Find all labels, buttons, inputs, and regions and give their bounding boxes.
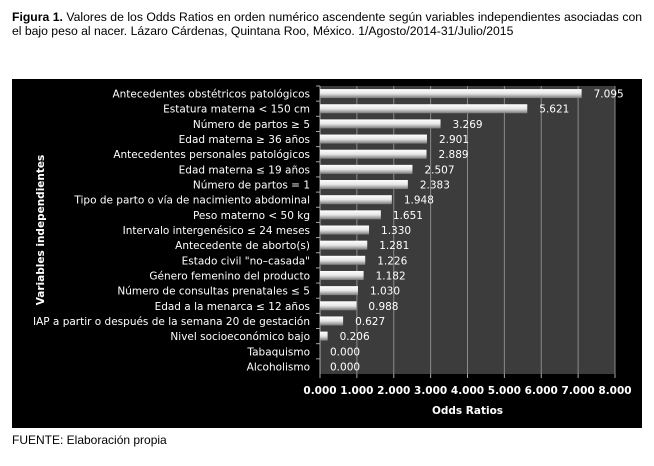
- data-label: 1.651: [393, 210, 423, 222]
- x-tick-label: 5.000: [488, 385, 521, 397]
- bar-chart: 0.000 1.000 2.000 3.000 4.000 5.000 6.000 7.000…: [12, 79, 642, 428]
- category-label: Género femenino del producto: [149, 270, 310, 282]
- x-tick-label: 3.000: [414, 385, 447, 397]
- data-label: 0.000: [330, 346, 360, 358]
- category-label: IAP a partir o después de la semana 20 d…: [33, 316, 310, 328]
- bar: [320, 286, 358, 296]
- x-tick-label: 8.000: [598, 385, 631, 397]
- category-label: Antecedente de aborto(s): [175, 240, 310, 252]
- figure-caption: Figura 1. Valores de los Odds Ratios en …: [12, 10, 642, 38]
- category-label: Edad materna ≤ 19 años: [179, 164, 310, 176]
- bar: [320, 210, 381, 220]
- category-label: Antecedentes obstétricos patológicos: [112, 89, 310, 101]
- category-label: Tipo de parto o vía de nacimiento abdomi…: [73, 195, 310, 207]
- data-label: 0.000: [330, 361, 360, 373]
- x-tick-label: 2.000: [377, 385, 410, 397]
- bar: [320, 119, 441, 129]
- data-label: 2.889: [439, 149, 469, 161]
- y-axis-title: Variables independientes: [35, 155, 47, 306]
- data-label: 2.901: [439, 134, 469, 146]
- x-tick-label: 6.000: [525, 385, 558, 397]
- x-tick-label: 0.000: [303, 385, 336, 397]
- data-label: 0.988: [368, 301, 398, 313]
- bar: [320, 134, 427, 144]
- data-label: 0.206: [340, 331, 370, 343]
- bar: [320, 180, 408, 190]
- category-label: Alcoholismo: [247, 361, 310, 373]
- bar: [320, 195, 392, 205]
- category-label: Estado civil "no–casada": [182, 255, 310, 267]
- bar: [320, 255, 366, 265]
- data-label: 5.621: [539, 104, 569, 116]
- category-label: Intervalo intergenésico ≤ 24 meses: [123, 225, 310, 237]
- category-label: Número de partos = 1: [193, 180, 310, 192]
- category-label: Edad a la menarca ≤ 12 años: [155, 301, 310, 313]
- data-label: 1.182: [376, 270, 406, 282]
- data-label: 3.269: [453, 119, 483, 131]
- bar: [320, 104, 528, 114]
- x-tick-label: 4.000: [451, 385, 484, 397]
- bar: [320, 164, 413, 174]
- x-tick-label: 1.000: [340, 385, 373, 397]
- data-label: 2.383: [420, 180, 450, 192]
- source-note: FUENTE: Elaboración propia: [12, 433, 167, 447]
- category-label: Tabaquismo: [246, 346, 310, 358]
- bar: [320, 270, 364, 280]
- x-tick-label: 7.000: [562, 385, 595, 397]
- data-label: 1.226: [377, 255, 407, 267]
- bar: [320, 240, 368, 250]
- category-label: Número de consultas prenatales ≤ 5: [117, 286, 310, 298]
- data-label: 1.330: [381, 225, 411, 237]
- data-label: 0.627: [355, 316, 385, 328]
- data-label: 1.030: [370, 286, 400, 298]
- bar: [320, 316, 344, 326]
- data-label: 2.507: [424, 164, 454, 176]
- category-label: Número de partos ≥ 5: [193, 119, 310, 131]
- bar: [320, 149, 427, 159]
- category-label: Peso materno < 50 kg: [193, 210, 310, 222]
- category-label: Edad materna ≥ 36 años: [179, 134, 310, 146]
- data-label: 1.281: [379, 240, 409, 252]
- category-label: Estatura materna < 150 cm: [163, 104, 310, 116]
- x-axis-title: Odds Ratios: [432, 405, 503, 417]
- caption-text: Valores de los Odds Ratios en orden numé…: [12, 10, 642, 38]
- chart-svg: 0.000 1.000 2.000 3.000 4.000 5.000 6.000 7.000…: [33, 85, 632, 417]
- figure-label: Figura 1.: [12, 10, 63, 24]
- data-label: 7.095: [594, 89, 624, 101]
- category-label: Antecedentes personales patológicos: [113, 149, 310, 161]
- bar: [320, 331, 328, 341]
- data-label: 1.948: [404, 195, 434, 207]
- bar: [320, 225, 370, 235]
- bar: [320, 301, 357, 311]
- category-label: Nivel socioeconómico bajo: [170, 331, 310, 343]
- bar: [320, 89, 582, 99]
